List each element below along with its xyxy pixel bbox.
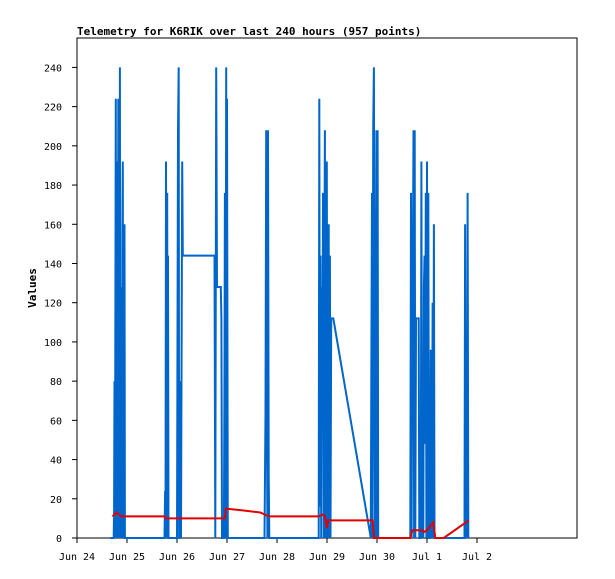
x-tick-label: Jun 27 [209,552,245,563]
y-tick-label: 80 [50,377,62,388]
y-tick-label: 160 [44,220,62,231]
series-line-1 [110,67,470,539]
y-tick-label: 240 [44,63,62,74]
y-tick-label: 140 [44,259,62,270]
x-tick-label: Jun 26 [159,552,195,563]
x-tick-label: Jul 1 [412,552,442,563]
y-tick-label: 200 [44,142,62,153]
y-tick-label: 0 [56,534,62,545]
x-tick-label: Jun 24 [59,552,95,563]
x-tick-label: Jun 28 [259,552,295,563]
series-group [110,67,470,539]
y-tick-label: 180 [44,181,62,192]
y-axis-label: Values [26,268,39,308]
x-tick-label: Jun 29 [309,552,345,563]
y-tick-label: 120 [44,299,62,310]
y-tick-label: 40 [50,456,62,467]
x-tick-label: Jun 25 [109,552,145,563]
x-tick-label: Jul 2 [462,552,492,563]
y-tick-label: 20 [50,495,62,506]
y-tick-label: 100 [44,338,62,349]
y-tick-label: 60 [50,416,62,427]
y-axis: 0 20 40 60 80 100 120 140 160 180 200 220 240 [44,63,77,545]
chart-title: Telemetry for K6RIK over last 240 hours … [77,25,421,38]
y-tick-label: 220 [44,103,62,114]
x-axis: Jun 24 Jun 25 Jun 26 Jun 27 Jun 28 Jun 29 Jun … [59,538,492,563]
series-line-2 [111,507,470,539]
x-tick-label: Jun 30 [359,552,395,563]
